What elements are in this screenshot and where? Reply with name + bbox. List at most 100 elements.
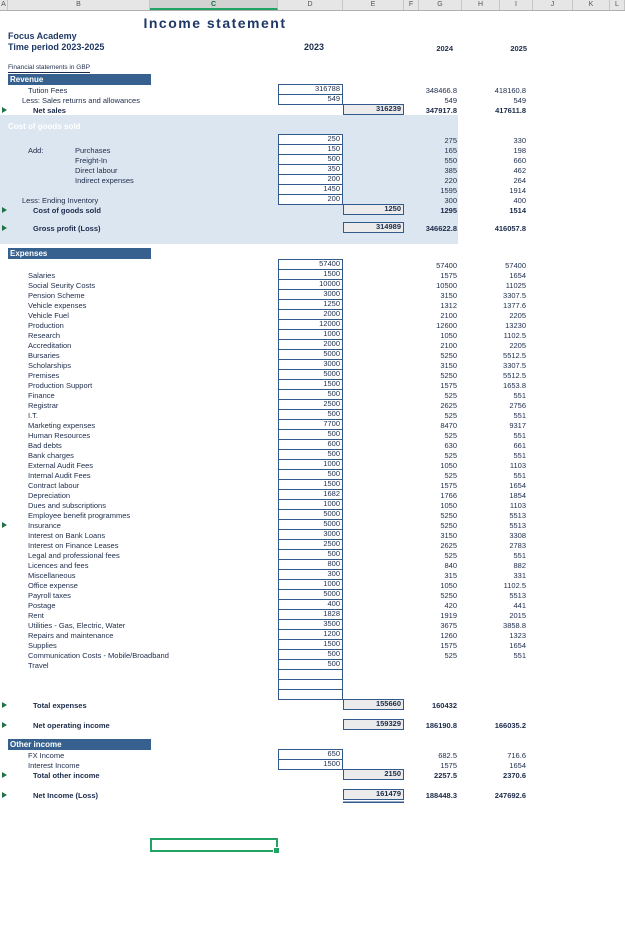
row-label[interactable]: Pension Scheme: [28, 291, 85, 300]
value-cell-2024[interactable]: 1260: [440, 631, 457, 640]
value-cell-2025[interactable]: 2370.6: [503, 771, 526, 780]
value-cell-2025[interactable]: 5512.5: [503, 371, 526, 380]
value-cell-2024[interactable]: 12600: [436, 321, 457, 330]
value-cell-2024[interactable]: 1295: [440, 206, 457, 215]
column-header-B[interactable]: B: [8, 0, 150, 10]
section-label-light[interactable]: Cost of goods sold: [8, 122, 81, 131]
value-cell-2024[interactable]: 275: [444, 136, 457, 145]
value-cell-2024[interactable]: 10500: [436, 281, 457, 290]
value-cell-2024[interactable]: 525: [444, 551, 457, 560]
value-cell-2025[interactable]: 5513: [509, 521, 526, 530]
year-2024-header[interactable]: 2024: [436, 44, 453, 53]
row-label[interactable]: Travel: [28, 661, 49, 670]
row-label[interactable]: Social Seurity Costs: [28, 281, 96, 290]
value-cell-2025[interactable]: 3858.8: [503, 621, 526, 630]
row-label[interactable]: Payroll taxes: [28, 591, 71, 600]
value-cell-2024[interactable]: 2100: [440, 311, 457, 320]
value-cell-2025[interactable]: 3308: [509, 531, 526, 540]
value-cell-2025[interactable]: 13230: [505, 321, 526, 330]
value-cell-2025[interactable]: 1654: [509, 481, 526, 490]
value-cell-2025[interactable]: 1377.6: [503, 301, 526, 310]
value-cell-2025[interactable]: 551: [513, 391, 526, 400]
value-cell-2025[interactable]: 1914: [509, 186, 526, 195]
column-header-H[interactable]: H: [462, 0, 500, 10]
value-cell-2024[interactable]: 525: [444, 391, 457, 400]
value-cell-2024[interactable]: 8470: [440, 421, 457, 430]
value-cell-2025[interactable]: 1653.8: [503, 381, 526, 390]
value-cell-2025[interactable]: 5512.5: [503, 351, 526, 360]
value-cell-2024[interactable]: 1919: [440, 611, 457, 620]
year-2023-header[interactable]: 2023: [303, 42, 325, 52]
value-cell-2025[interactable]: 400: [513, 196, 526, 205]
value-cell-2025[interactable]: 716.6: [507, 751, 526, 760]
value-cell-2025[interactable]: 5513: [509, 591, 526, 600]
column-header-J[interactable]: J: [533, 0, 573, 10]
value-cell-2024[interactable]: 2625: [440, 541, 457, 550]
row-label[interactable]: Bursaries: [28, 351, 60, 360]
value-cell-2024[interactable]: 1050: [440, 501, 457, 510]
value-cell-2025[interactable]: 2205: [509, 341, 526, 350]
value-cell-2025[interactable]: 264: [513, 176, 526, 185]
total-cell-2023[interactable]: 2150: [343, 769, 404, 780]
row-label[interactable]: Scholarships: [28, 361, 71, 370]
value-cell-2024[interactable]: 1050: [440, 461, 457, 470]
value-cell-2024[interactable]: 1575: [440, 381, 457, 390]
value-cell-2025[interactable]: 441: [513, 601, 526, 610]
row-label[interactable]: Total expenses: [33, 701, 87, 710]
row-label[interactable]: Depreciation: [28, 491, 71, 500]
row-label[interactable]: Freight-In: [75, 156, 108, 165]
total-cell-2023[interactable]: 314989: [343, 222, 404, 233]
value-cell-2025[interactable]: 247692.6: [494, 791, 526, 800]
currency-note[interactable]: Financial statements in GBP: [8, 64, 91, 73]
value-cell-2024[interactable]: 550: [444, 156, 457, 165]
value-cell-2024[interactable]: 2100: [440, 341, 457, 350]
row-label[interactable]: Net operating income: [33, 721, 110, 730]
value-cell-2024[interactable]: 348466.8: [425, 86, 457, 95]
value-cell-2025[interactable]: 551: [513, 431, 526, 440]
row-label[interactable]: Registrar: [28, 401, 59, 410]
input-cell-2023[interactable]: 549: [278, 94, 343, 105]
row-label[interactable]: Bad debts: [28, 441, 62, 450]
value-cell-2025[interactable]: 11025: [505, 281, 526, 290]
value-cell-2025[interactable]: 1854: [509, 491, 526, 500]
column-header-A[interactable]: A: [0, 0, 8, 10]
value-cell-2024[interactable]: 840: [444, 561, 457, 570]
value-cell-2024[interactable]: 420: [444, 601, 457, 610]
row-label[interactable]: Add:: [28, 146, 44, 155]
row-label[interactable]: Production Support: [28, 381, 93, 390]
row-label[interactable]: Office expense: [28, 581, 78, 590]
total-cell-2023[interactable]: 159329: [343, 719, 404, 730]
row-label[interactable]: Less: Ending Inventory: [22, 196, 99, 205]
value-cell-2025[interactable]: 1102.5: [503, 331, 526, 340]
row-label[interactable]: Gross profit (Loss): [33, 224, 101, 233]
row-label[interactable]: Tution Fees: [28, 86, 68, 95]
value-cell-2025[interactable]: 551: [513, 411, 526, 420]
value-cell-2025[interactable]: 418160.8: [494, 86, 526, 95]
value-cell-2024[interactable]: 549: [444, 96, 457, 105]
value-cell-2024[interactable]: 220: [444, 176, 457, 185]
value-cell-2025[interactable]: 1103: [509, 461, 526, 470]
row-label[interactable]: Interest on Bank Loans: [28, 531, 106, 540]
column-header-L[interactable]: L: [610, 0, 625, 10]
value-cell-2025[interactable]: 198: [513, 146, 526, 155]
value-cell-2024[interactable]: 682.5: [438, 751, 457, 760]
value-cell-2025[interactable]: 551: [513, 651, 526, 660]
value-cell-2025[interactable]: 551: [513, 471, 526, 480]
row-label[interactable]: Employee benefit programmes: [28, 511, 131, 520]
year-2025-header[interactable]: 2025: [510, 44, 527, 53]
row-label[interactable]: Accreditation: [28, 341, 72, 350]
row-label[interactable]: Internal Audit Fees: [28, 471, 91, 480]
value-cell-2025[interactable]: 330: [513, 136, 526, 145]
value-cell-2024[interactable]: 300: [444, 196, 457, 205]
value-cell-2024[interactable]: 525: [444, 451, 457, 460]
column-header-E[interactable]: E: [343, 0, 404, 10]
row-label[interactable]: Contract labour: [28, 481, 80, 490]
value-cell-2025[interactable]: 551: [513, 551, 526, 560]
value-cell-2025[interactable]: 9317: [509, 421, 526, 430]
column-header-G[interactable]: G: [419, 0, 462, 10]
row-label[interactable]: Human Resources: [28, 431, 91, 440]
value-cell-2024[interactable]: 315: [444, 571, 457, 580]
page-title[interactable]: Income statement: [143, 15, 287, 31]
row-label[interactable]: Vehicle expenses: [28, 301, 87, 310]
total-cell-2023[interactable]: 155660: [343, 699, 404, 710]
